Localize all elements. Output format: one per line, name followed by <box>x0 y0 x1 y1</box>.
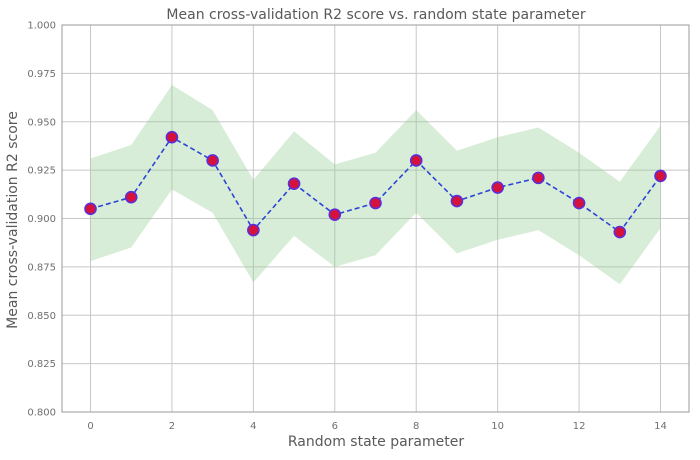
x-tick-label: 10 <box>491 421 504 432</box>
x-tick-label: 8 <box>413 421 419 432</box>
y-axis-title: Mean cross-validation R2 score <box>5 111 21 329</box>
y-tick-labels: 0.800 0.825 0.850 0.875 0.900 0.925 0.950 0.975… <box>27 21 56 419</box>
x-tick-label: 4 <box>250 421 256 432</box>
y-tick-label: 1.000 <box>27 21 56 32</box>
y-tick-label: 0.925 <box>27 166 56 177</box>
y-tick-label: 0.850 <box>27 311 56 322</box>
data-point <box>409 154 423 167</box>
plot-frame <box>61 24 690 413</box>
series-line <box>90 136 662 234</box>
x-tick-label: 12 <box>573 421 586 432</box>
data-point <box>572 196 586 210</box>
data-point <box>491 181 504 194</box>
x-axis-title: Random state parameter <box>288 434 464 450</box>
x-tick-label: 6 <box>332 421 338 432</box>
data-point <box>165 130 179 144</box>
data-point <box>84 202 97 216</box>
x-tick-label: 14 <box>654 421 667 432</box>
y-tick-label: 0.825 <box>27 359 56 370</box>
data-point <box>532 171 545 185</box>
y-tick-label: 0.950 <box>27 117 56 128</box>
data-point <box>613 225 627 239</box>
y-tick-label: 0.900 <box>27 214 56 225</box>
confidence-band <box>90 84 661 285</box>
x-tick-labels: 0 2 4 6 8 10 12 14 <box>87 421 667 432</box>
data-point <box>328 208 342 221</box>
series-polyline <box>90 136 662 234</box>
data-point <box>369 196 382 210</box>
data-point <box>206 154 219 167</box>
data-point <box>247 223 260 237</box>
x-tick-label: 2 <box>169 421 175 432</box>
y-tick-label: 0.975 <box>27 69 56 80</box>
y-tick-label: 0.800 <box>27 408 56 419</box>
data-point <box>287 177 301 190</box>
data-point <box>124 190 138 204</box>
band-area <box>90 84 661 285</box>
series-markers <box>84 130 667 239</box>
data-point <box>654 169 667 183</box>
data-point <box>450 194 464 208</box>
x-tick-label: 0 <box>87 421 93 432</box>
chart-title: Mean cross-validation R2 score vs. rando… <box>166 7 585 23</box>
y-tick-label: 0.875 <box>27 262 56 273</box>
